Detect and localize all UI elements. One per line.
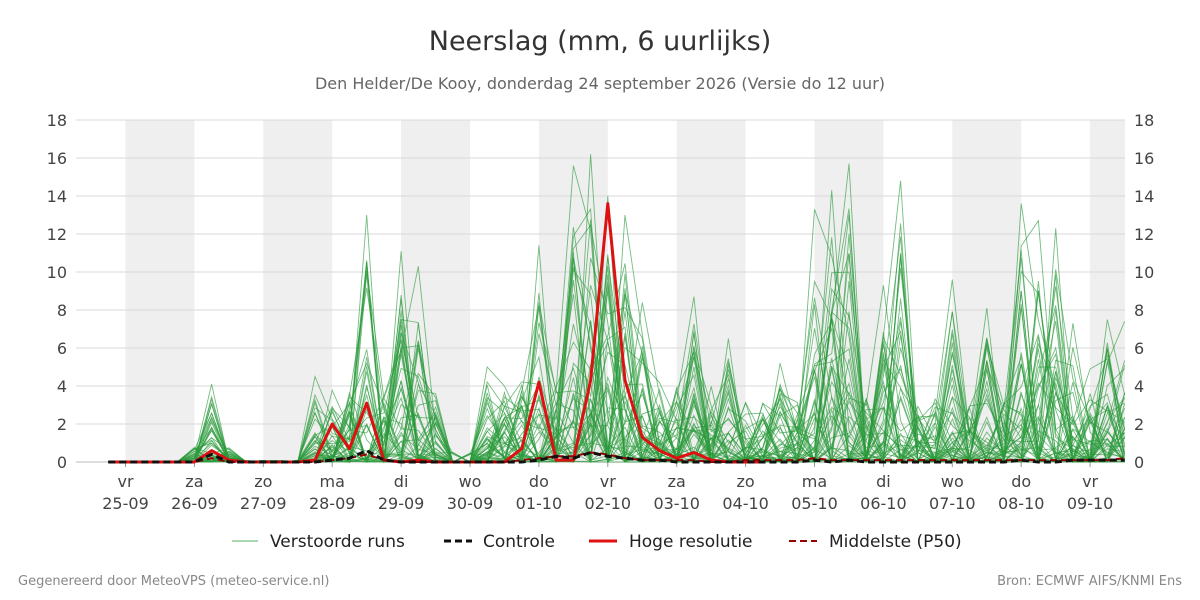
y-axis-left: 0 2 4 6 8 10 12 14 16 18 (47, 111, 67, 472)
chart-title: Neerslag (mm, 6 uurlijks) (429, 26, 771, 57)
x-tick-day-28-09: ma (320, 472, 345, 491)
x-axis: vr 25-09 za 26-09 zo 27-09 ma 28-09 di 29-09 wo 30-… (102, 462, 1113, 513)
y-tick-right-10: 10 (1134, 263, 1154, 282)
x-tick-date-28-09: 28-09 (309, 494, 356, 513)
x-tick-day-25-09: vr (117, 472, 133, 491)
x-tick-date-05-10: 05-10 (791, 494, 838, 513)
y-tick-left-16: 16 (47, 149, 67, 168)
x-tick-day-02-10: vr (600, 472, 616, 491)
x-tick-day-29-09: di (394, 472, 409, 491)
x-tick-day-07-10: wo (941, 472, 964, 491)
x-tick-day-01-10: do (529, 472, 549, 491)
y-tick-right-12: 12 (1134, 225, 1154, 244)
legend-label-control: Controle (483, 532, 555, 552)
x-tick-date-08-10: 08-10 (998, 494, 1045, 513)
y-tick-right-4: 4 (1134, 377, 1144, 396)
x-tick-date-01-10: 01-10 (516, 494, 563, 513)
series-controle (108, 449, 1125, 464)
x-tick-date-29-09: 29-09 (378, 494, 425, 513)
y-tick-right-18: 18 (1134, 111, 1154, 130)
x-tick-date-30-09: 30-09 (447, 494, 494, 513)
y-tick-right-6: 6 (1134, 339, 1144, 358)
x-tick-day-30-09: wo (459, 472, 482, 491)
y-tick-right-14: 14 (1134, 187, 1154, 206)
y-tick-left-4: 4 (57, 377, 67, 396)
x-tick-date-07-10: 07-10 (929, 494, 976, 513)
shaded-day-27-09 (263, 120, 333, 462)
x-tick-date-03-10: 03-10 (653, 494, 700, 513)
legend-label-p50: Middelste (P50) (829, 532, 962, 552)
x-tick-date-27-09: 27-09 (240, 494, 287, 513)
legend-label-hires: Hoge resolutie (629, 532, 753, 552)
x-tick-day-05-10: ma (802, 472, 827, 491)
y-tick-left-12: 12 (47, 225, 67, 244)
x-tick-date-25-09: 25-09 (102, 494, 149, 513)
legend-item-hoge-resolutie[interactable]: Hoge resolutie (589, 532, 753, 552)
x-tick-day-09-10: vr (1082, 472, 1098, 491)
footer-source: Bron: ECMWF AIFS/KNMI Ens (997, 574, 1182, 589)
x-tick-day-04-10: zo (737, 472, 755, 491)
y-axis-right: 0 2 4 6 8 10 12 14 16 18 (1134, 111, 1154, 472)
y-tick-left-14: 14 (47, 187, 67, 206)
x-tick-day-03-10: za (668, 472, 686, 491)
y-tick-left-0: 0 (57, 453, 67, 472)
x-tick-day-06-10: di (876, 472, 891, 491)
legend: Verstoorde runs Controle Hoge resolutie … (232, 532, 962, 552)
legend-item-p50[interactable]: Middelste (P50) (789, 532, 962, 552)
legend-item-verstoorde-runs[interactable]: Verstoorde runs (232, 532, 405, 552)
x-tick-day-26-09: za (185, 472, 203, 491)
legend-label-ensemble: Verstoorde runs (270, 532, 405, 552)
x-tick-date-06-10: 06-10 (860, 494, 907, 513)
y-tick-right-0: 0 (1134, 453, 1144, 472)
x-tick-date-02-10: 02-10 (585, 494, 632, 513)
main-series (108, 202, 1125, 464)
y-tick-right-16: 16 (1134, 149, 1154, 168)
x-tick-date-04-10: 04-10 (722, 494, 769, 513)
y-tick-right-8: 8 (1134, 301, 1144, 320)
legend-item-controle[interactable]: Controle (444, 532, 555, 552)
y-tick-left-8: 8 (57, 301, 67, 320)
x-tick-day-08-10: do (1011, 472, 1031, 491)
y-tick-left-10: 10 (47, 263, 67, 282)
y-tick-left-6: 6 (57, 339, 67, 358)
y-tick-left-18: 18 (47, 111, 67, 130)
shaded-day-25-09 (125, 120, 195, 462)
x-tick-date-26-09: 26-09 (171, 494, 218, 513)
x-tick-day-27-09: zo (254, 472, 272, 491)
y-tick-right-2: 2 (1134, 415, 1144, 434)
footer-generated-by: Gegenereerd door MeteoVPS (meteo-service… (18, 574, 329, 589)
chart-subtitle: Den Helder/De Kooy, donderdag 24 septemb… (315, 74, 885, 93)
y-tick-left-2: 2 (57, 415, 67, 434)
x-tick-date-09-10: 09-10 (1067, 494, 1114, 513)
